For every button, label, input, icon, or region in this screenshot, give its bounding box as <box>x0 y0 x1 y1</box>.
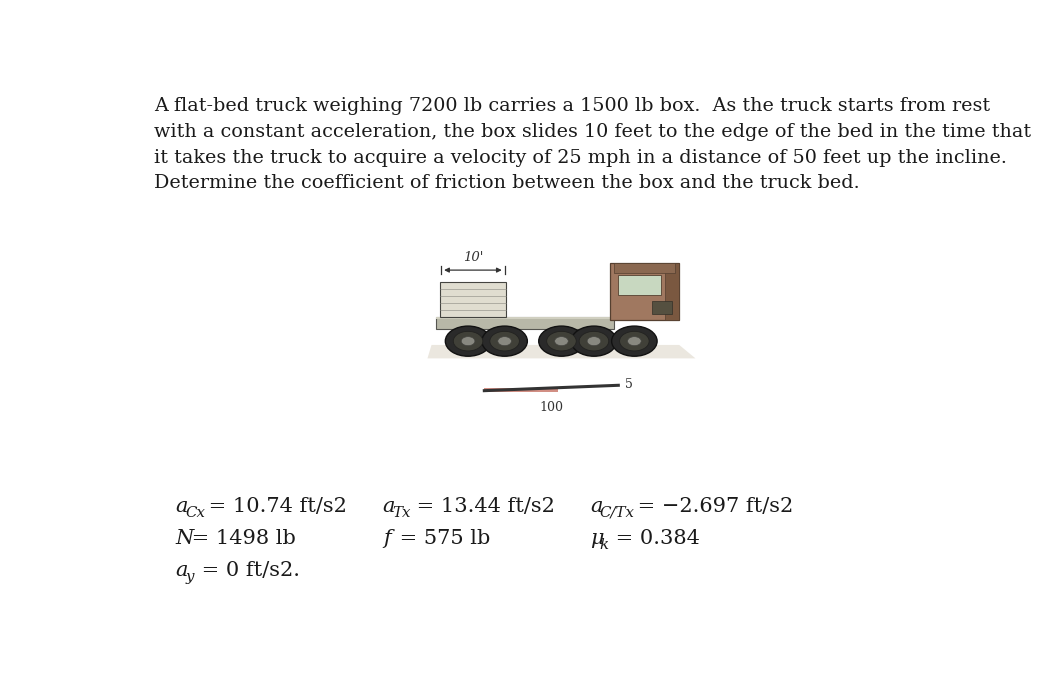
Text: = −2.697 ft/s2: = −2.697 ft/s2 <box>631 497 793 516</box>
Text: k: k <box>599 538 609 552</box>
Text: Tx: Tx <box>393 506 411 520</box>
Text: = 0 ft/s2.: = 0 ft/s2. <box>195 561 300 580</box>
Bar <box>652 301 673 315</box>
Text: a: a <box>383 497 395 516</box>
Circle shape <box>498 337 511 346</box>
Circle shape <box>580 331 609 351</box>
Bar <box>614 263 675 273</box>
Circle shape <box>612 326 657 356</box>
Polygon shape <box>428 345 696 359</box>
Circle shape <box>454 331 483 351</box>
Text: = 575 lb: = 575 lb <box>393 529 489 548</box>
Text: C/Tx: C/Tx <box>599 506 635 520</box>
Circle shape <box>587 337 601 346</box>
Text: a: a <box>176 561 189 580</box>
Text: = 1498 lb: = 1498 lb <box>185 529 297 548</box>
Text: y: y <box>185 570 194 584</box>
Text: a: a <box>176 497 189 516</box>
Text: = 13.44 ft/s2: = 13.44 ft/s2 <box>410 497 554 516</box>
Bar <box>440 282 506 317</box>
Circle shape <box>539 326 584 356</box>
Circle shape <box>547 331 576 351</box>
Text: μ: μ <box>590 529 604 548</box>
Circle shape <box>445 326 490 356</box>
Text: f: f <box>383 529 391 548</box>
Text: 100: 100 <box>540 401 564 415</box>
Bar <box>436 317 614 319</box>
Text: 5: 5 <box>625 378 633 391</box>
Circle shape <box>628 337 641 346</box>
Circle shape <box>619 331 649 351</box>
Text: N: N <box>176 529 194 548</box>
Text: = 10.74 ft/s2: = 10.74 ft/s2 <box>202 497 347 516</box>
Circle shape <box>461 337 475 346</box>
Bar <box>618 275 661 296</box>
Circle shape <box>482 326 527 356</box>
Text: a: a <box>590 497 603 516</box>
Circle shape <box>571 326 616 356</box>
Circle shape <box>489 331 520 351</box>
Text: = 0.384: = 0.384 <box>609 529 700 548</box>
Text: A flat-bed truck weighing 7200 lb carries a 1500 lb box.  As the truck starts fr: A flat-bed truck weighing 7200 lb carrie… <box>154 97 1031 192</box>
Text: 10': 10' <box>463 251 483 264</box>
Bar <box>436 317 614 329</box>
Circle shape <box>554 337 568 346</box>
Bar <box>484 388 558 392</box>
Bar <box>664 263 679 319</box>
Bar <box>610 263 679 319</box>
Text: Cx: Cx <box>185 506 205 520</box>
